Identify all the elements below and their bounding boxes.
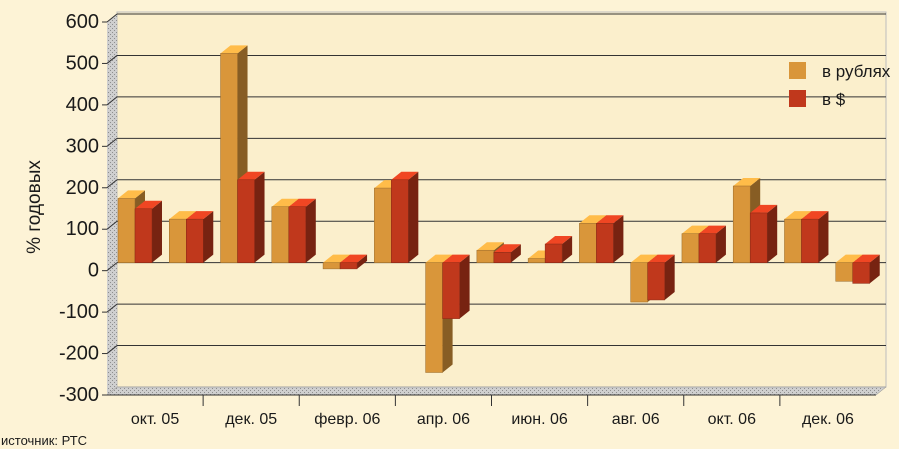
bar-usd [801,211,829,263]
gridline-side [106,179,118,189]
bar-usd [134,200,162,263]
x-tick-label: дек. 06 [802,411,854,428]
bar-usd [391,171,419,263]
bar-usd [544,236,573,263]
plot-floor [106,386,887,396]
gridline-side [106,96,118,106]
x-tick-label: окт. 05 [131,411,179,428]
x-tick-label: дек. 05 [225,411,277,428]
y-tick-label: 500 [66,52,99,74]
gridline-side [106,303,118,313]
bar-usd [288,198,316,263]
bar-usd [186,211,214,263]
y-tick-label: 400 [66,94,99,116]
y-tick-label: -200 [59,343,99,365]
y-tick-label: 100 [66,218,99,240]
x-tick-label: апр. 06 [417,411,470,428]
gridline-side [106,13,118,23]
x-tick-label: февр. 06 [314,411,380,428]
y-tick-label: 200 [66,177,99,199]
gridline-side [106,262,118,272]
y-axis-title: % годовых [24,160,45,254]
bar-usd [749,204,778,263]
bar-rub [476,242,504,263]
bar-usd [596,215,624,263]
y-tick-label: 600 [66,11,99,33]
y-tick-label: -100 [59,301,99,323]
gridline-side [106,345,118,354]
bar-usd [237,171,265,263]
bar-usd [852,254,880,284]
gridline-side [106,55,118,64]
bar-usd [493,244,521,263]
x-tick-label: авг. 06 [612,411,660,428]
plot-side-wall [107,14,117,395]
bar-usd [339,254,368,270]
y-tick-label: 0 [88,260,99,282]
bar-usd [442,254,470,319]
legend-swatch-usd [789,90,806,107]
legend-label-rub: в рублях [822,62,891,81]
gridline-side [106,137,118,147]
x-tick-label: окт. 06 [708,411,756,428]
gridline-side [106,220,118,230]
legend-swatch-rub [789,62,806,79]
y-tick-label: 300 [66,135,99,157]
legend-label-usd: в $ [822,90,846,109]
bar-usd [698,225,726,263]
bar-usd [647,254,675,301]
source-note: источник: РТС [1,433,87,448]
y-tick-label: -300 [59,384,99,406]
x-tick-label: июн. 06 [511,411,568,428]
